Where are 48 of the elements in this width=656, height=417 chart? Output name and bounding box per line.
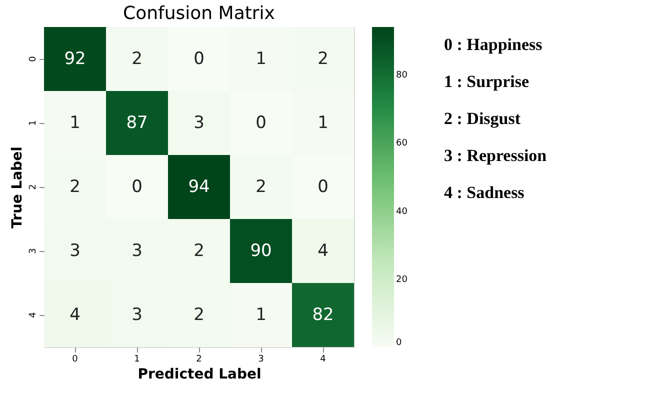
data-label: 4 <box>318 241 328 261</box>
data-label: 1 <box>256 305 266 325</box>
color-bar-label: 40 <box>396 206 408 217</box>
x-tick-label: 0 <box>72 354 78 364</box>
color-bar-label: 80 <box>396 70 408 81</box>
data-label: 3 <box>194 113 204 133</box>
text: 1 : Surprise <box>444 72 530 91</box>
data-label: 0 <box>194 49 204 69</box>
data-label: 2 <box>194 241 204 261</box>
color-bar-label: 20 <box>396 274 408 285</box>
data-label: 92 <box>64 49 86 69</box>
data-label: 3 <box>132 241 142 261</box>
y-tick-label: 0 <box>28 56 38 62</box>
data-label: 3 <box>70 241 80 261</box>
data-label: 0 <box>256 113 266 133</box>
data-label: 1 <box>318 113 328 133</box>
y-axis-title: True Label <box>10 146 26 228</box>
data-label: 87 <box>126 113 148 133</box>
x-axis-title: Predicted Label <box>138 366 262 382</box>
x-tick-label: 2 <box>196 354 202 364</box>
data-label: 82 <box>312 305 334 325</box>
data-label: 2 <box>194 305 204 325</box>
text: 2 : Disgust <box>444 109 521 128</box>
y-tick-label: 2 <box>28 184 38 190</box>
data-label: 0 <box>318 177 328 197</box>
x-tick-label: 4 <box>320 354 326 364</box>
y-tick-label: 4 <box>28 312 38 318</box>
chart-title: Confusion Matrix <box>123 3 276 24</box>
color-bar-label: 0 <box>396 338 402 348</box>
data-label: 90 <box>250 241 272 261</box>
y-tick-label: 3 <box>28 248 38 254</box>
x-tick-label: 1 <box>134 354 140 364</box>
color-bar-label: 60 <box>396 138 408 149</box>
x-tick-label: 3 <box>258 354 264 364</box>
text: 4 : Sadness <box>444 183 525 202</box>
data-label: 2 <box>70 177 80 197</box>
data-label: 94 <box>188 177 210 197</box>
data-label: 2 <box>318 49 328 69</box>
data-label: 1 <box>70 113 80 133</box>
data-label: 2 <box>256 177 266 197</box>
data-label: 2 <box>132 49 142 69</box>
text: 3 : Repression <box>444 146 548 165</box>
y-tick-label: 1 <box>28 120 38 126</box>
data-label: 3 <box>132 305 142 325</box>
text: 0 : Happiness <box>444 35 543 54</box>
data-label: 4 <box>70 305 80 325</box>
data-label: 1 <box>256 49 266 69</box>
data-label: 0 <box>132 177 142 197</box>
